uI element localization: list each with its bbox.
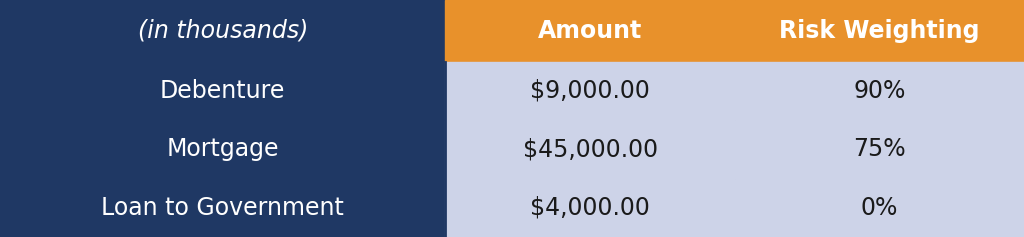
Text: Loan to Government: Loan to Government xyxy=(101,196,344,220)
Bar xyxy=(735,0,1024,62)
Text: 0%: 0% xyxy=(861,196,898,220)
Bar xyxy=(735,178,1024,237)
Bar xyxy=(445,120,735,178)
Bar xyxy=(0,178,445,237)
Text: (in thousands): (in thousands) xyxy=(137,19,308,43)
Text: Debenture: Debenture xyxy=(160,79,286,103)
Bar xyxy=(0,0,445,62)
Bar xyxy=(735,62,1024,120)
Bar xyxy=(445,0,735,62)
Bar xyxy=(0,62,445,120)
Bar xyxy=(735,120,1024,178)
Bar xyxy=(0,120,445,178)
Text: $45,000.00: $45,000.00 xyxy=(522,137,657,161)
Text: Amount: Amount xyxy=(538,19,642,43)
Text: 75%: 75% xyxy=(853,137,905,161)
Text: Risk Weighting: Risk Weighting xyxy=(779,19,980,43)
Text: 90%: 90% xyxy=(853,79,905,103)
Bar xyxy=(445,178,735,237)
Text: $9,000.00: $9,000.00 xyxy=(530,79,650,103)
Text: Mortgage: Mortgage xyxy=(167,137,279,161)
Text: $4,000.00: $4,000.00 xyxy=(530,196,650,220)
Bar xyxy=(445,62,735,120)
